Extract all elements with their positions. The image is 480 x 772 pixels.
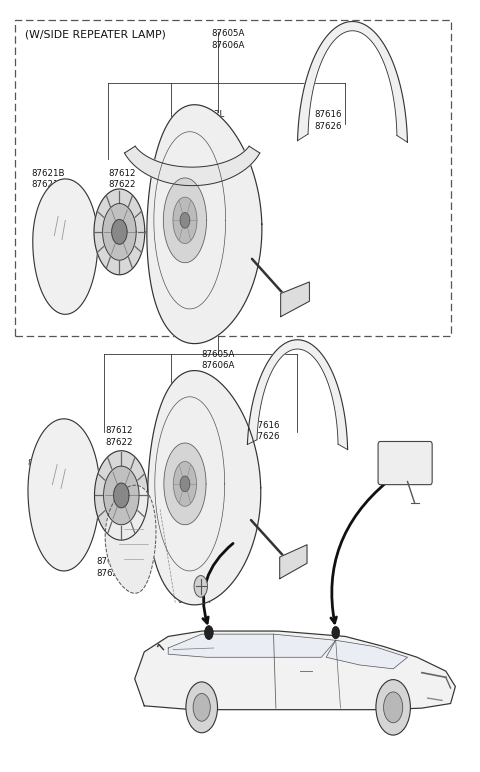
Polygon shape [94,189,145,275]
Text: 87616
87626: 87616 87626 [314,110,342,130]
Polygon shape [247,340,348,449]
Polygon shape [147,105,262,344]
Polygon shape [135,631,456,709]
Polygon shape [180,476,190,492]
Polygon shape [326,640,408,669]
Text: 87612
87622: 87612 87622 [105,426,132,446]
Polygon shape [173,462,196,506]
Polygon shape [114,483,129,508]
Polygon shape [280,545,307,579]
Bar [15,20,451,336]
Polygon shape [173,197,197,243]
Text: 85101: 85101 [384,448,411,457]
Polygon shape [105,486,156,593]
Polygon shape [124,146,260,185]
Text: 87621B
87621C: 87621B 87621C [32,169,65,189]
Text: 87613L
87614L: 87613L 87614L [192,110,224,130]
Circle shape [193,693,210,721]
Polygon shape [281,282,310,317]
Circle shape [376,679,410,735]
Text: (W/SIDE REPEATER LAMP): (W/SIDE REPEATER LAMP) [24,29,166,39]
Text: 87612
87622: 87612 87622 [108,169,136,189]
Polygon shape [33,179,98,314]
Polygon shape [112,219,127,244]
Polygon shape [298,22,408,142]
Polygon shape [164,443,206,525]
Circle shape [186,682,217,733]
Polygon shape [103,204,136,260]
Circle shape [332,626,339,638]
Circle shape [204,625,213,639]
Text: 87616
87626: 87616 87626 [252,421,279,441]
FancyBboxPatch shape [378,442,432,485]
Polygon shape [180,212,190,228]
Polygon shape [95,451,148,540]
Text: 87605A
87606A: 87605A 87606A [211,29,245,49]
Polygon shape [28,419,100,571]
Circle shape [194,576,207,598]
Polygon shape [148,371,261,604]
Polygon shape [163,178,206,262]
Text: 87611A: 87611A [178,596,211,604]
Circle shape [384,692,403,723]
Polygon shape [104,466,139,525]
Text: 87605A
87606A: 87605A 87606A [202,350,235,371]
Text: 87621B
87621C: 87621B 87621C [27,459,60,479]
Text: 87613
87623C: 87613 87623C [96,557,130,577]
Polygon shape [168,634,336,657]
